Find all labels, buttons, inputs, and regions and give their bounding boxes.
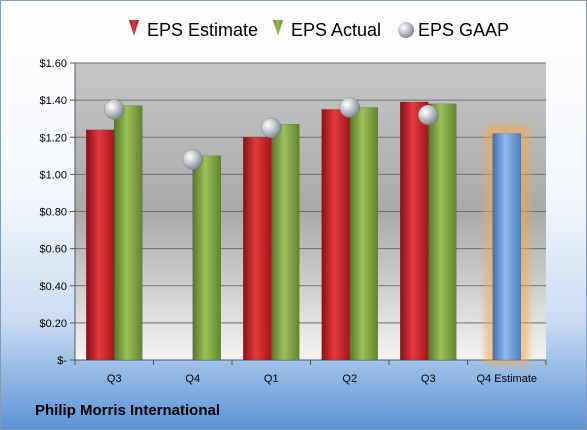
eps-estimate-q4-bar <box>492 133 521 361</box>
y-tick-label: $- <box>57 355 67 367</box>
legend-swatch-actual <box>273 20 283 36</box>
eps-actual-bar <box>349 107 378 361</box>
legend-label-gaap: EPS GAAP <box>418 20 509 40</box>
y-axis: $- $0.20 $0.40 $0.60 $0.80 $1.00 $1.20 $1.40 $1.… <box>39 58 76 367</box>
legend-swatch-estimate <box>129 20 139 36</box>
eps-gaap-marker <box>104 99 125 120</box>
legend-item-eps-estimate: EPS Estimate <box>129 20 258 40</box>
y-tick-label: $1.00 <box>39 169 67 181</box>
x-axis: Q3 Q4 Q1 Q2 Q3 Q4 Estimate <box>74 359 547 385</box>
x-tick-label: Q3 <box>107 373 122 385</box>
eps-gaap-marker <box>261 117 282 139</box>
y-tick-label: $0.80 <box>39 207 67 219</box>
x-tick-label: Q1 <box>264 373 279 385</box>
eps-actual-bar <box>271 124 300 361</box>
y-tick-label: $0.40 <box>39 281 67 293</box>
legend-label-actual: EPS Actual <box>291 20 381 40</box>
y-tick-label: $0.20 <box>39 318 67 330</box>
y-tick-label: $1.20 <box>39 132 67 144</box>
eps-estimate-bar <box>243 137 272 361</box>
legend-item-eps-actual: EPS Actual <box>273 20 381 40</box>
eps-actual-bar <box>428 103 457 361</box>
x-tick-label: Q4 <box>185 373 200 385</box>
legend: EPS Estimate EPS Actual EPS GAAP <box>129 20 509 40</box>
legend-swatch-gaap <box>398 22 414 38</box>
x-tick-label: Q2 <box>342 373 357 385</box>
eps-estimate-bar <box>86 129 115 361</box>
y-tick-label: $1.40 <box>39 95 67 107</box>
eps-gaap-marker <box>418 104 439 126</box>
legend-item-eps-gaap: EPS GAAP <box>398 20 509 40</box>
company-name: Philip Morris International <box>35 402 221 419</box>
x-tick-label: Q4 Estimate <box>476 373 537 385</box>
eps-actual-bar <box>114 105 143 361</box>
eps-gaap-marker <box>182 149 203 170</box>
eps-estimate-bar <box>400 101 429 361</box>
y-tick-label: $0.60 <box>39 244 67 256</box>
gaap-markers <box>104 97 439 170</box>
eps-estimate-bar <box>321 109 350 361</box>
bars <box>86 101 528 364</box>
eps-actual-bar <box>192 155 221 361</box>
y-tick-label: $1.60 <box>39 58 67 70</box>
legend-label-estimate: EPS Estimate <box>147 20 258 40</box>
x-tick-label: Q3 <box>421 373 436 385</box>
eps-gaap-marker <box>339 97 360 118</box>
